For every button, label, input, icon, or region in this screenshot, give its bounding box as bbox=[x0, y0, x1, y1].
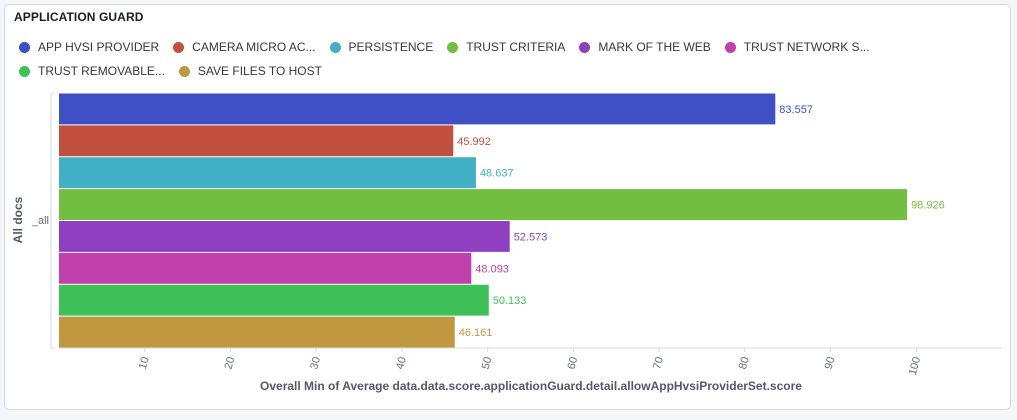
bar bbox=[59, 221, 510, 252]
legend-color-dot bbox=[173, 41, 185, 53]
x-tick-label: 50 bbox=[480, 356, 495, 371]
legend-color-dot bbox=[447, 41, 459, 53]
bar-value-label: 46.161 bbox=[459, 327, 493, 339]
legend-label: TRUST REMOVABLE... bbox=[38, 64, 165, 78]
bar-value-label: 98.926 bbox=[911, 200, 945, 212]
legend-color-dot bbox=[19, 41, 30, 53]
bar bbox=[59, 93, 776, 125]
legend-color-dot bbox=[19, 65, 30, 77]
bar bbox=[59, 284, 489, 316]
x-tick-label: 90 bbox=[823, 356, 838, 371]
chart-bar-labels: 83.557 45.992 48.637 98.926 52.573 48.093 50.1… bbox=[457, 104, 944, 339]
legend-color-dot bbox=[724, 41, 736, 53]
legend-label: MARK OF THE WEB bbox=[598, 40, 711, 54]
bar bbox=[59, 316, 455, 348]
legend-label: APP HVSI PROVIDER bbox=[38, 40, 160, 54]
legend-color-dot bbox=[329, 41, 341, 53]
x-tick-label: 30 bbox=[308, 356, 323, 371]
legend-item[interactable]: MARK OF THE WEB bbox=[579, 40, 711, 54]
legend-item[interactable]: TRUST REMOVABLE... bbox=[19, 64, 165, 78]
x-tick-label: 20 bbox=[223, 356, 238, 371]
legend-color-dot bbox=[178, 65, 190, 77]
bar bbox=[59, 189, 908, 220]
bar bbox=[59, 252, 472, 284]
bar-value-label: 48.637 bbox=[480, 168, 514, 180]
bar-value-label: 50.133 bbox=[493, 295, 527, 307]
x-tick-label: 80 bbox=[737, 356, 752, 371]
y-axis-title: All docs bbox=[11, 196, 25, 243]
legend-label: TRUST NETWORK S... bbox=[743, 40, 870, 54]
legend-item[interactable]: TRUST NETWORK S... bbox=[724, 40, 870, 54]
legend-item[interactable]: TRUST CRITERIA bbox=[447, 40, 565, 54]
bar bbox=[59, 157, 476, 189]
legend-item[interactable]: PERSISTENCE bbox=[329, 40, 434, 54]
bar-value-label: 45.992 bbox=[457, 136, 491, 148]
legend-label: PERSISTENCE bbox=[348, 40, 434, 54]
panel-title: APPLICATION GUARD bbox=[14, 10, 144, 24]
legend-label: TRUST CRITERIA bbox=[466, 40, 566, 54]
bar-value-label: 52.573 bbox=[514, 231, 548, 243]
y-tick-label: _all bbox=[31, 215, 49, 227]
chart-axes: 10 20 30 40 50 60 70 80 90 100 _all All docs Overall… bbox=[11, 92, 1002, 393]
legend-label: SAVE FILES TO HOST bbox=[197, 64, 322, 78]
x-tick-label: 70 bbox=[651, 356, 666, 371]
x-tick-label: 100 bbox=[907, 356, 923, 377]
legend-item[interactable]: SAVE FILES TO HOST bbox=[178, 64, 322, 78]
x-tick-label: 10 bbox=[137, 356, 152, 371]
chart-legend: APP HVSI PROVIDER CAMERA MICRO AC... PERSI… bbox=[19, 40, 1009, 78]
bar bbox=[59, 125, 454, 157]
bar-value-label: 48.093 bbox=[475, 263, 509, 275]
x-axis-title: Overall Min of Average data.data.score.a… bbox=[260, 379, 802, 393]
x-tick-label: 40 bbox=[394, 356, 409, 371]
x-tick-label: 60 bbox=[565, 356, 580, 371]
legend-label: CAMERA MICRO AC... bbox=[192, 40, 316, 54]
legend-color-dot bbox=[579, 41, 591, 53]
legend-item[interactable]: CAMERA MICRO AC... bbox=[173, 40, 316, 54]
legend-item[interactable]: APP HVSI PROVIDER bbox=[19, 40, 159, 54]
chart-bars bbox=[59, 93, 908, 348]
bar-value-label: 83.557 bbox=[779, 104, 813, 116]
